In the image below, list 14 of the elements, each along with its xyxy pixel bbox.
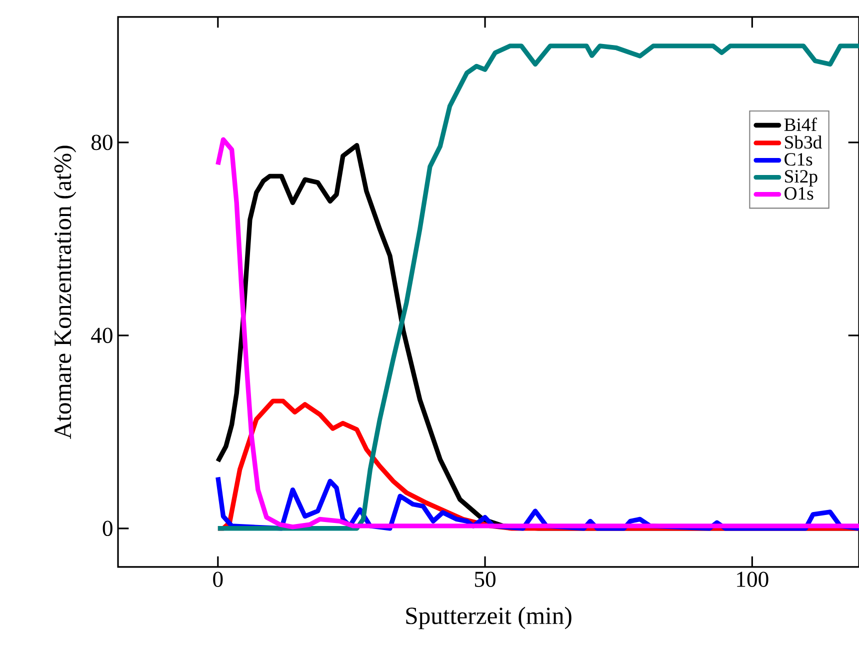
y-tick-label: 0 (102, 520, 112, 536)
legend-label: Bi4f (784, 118, 817, 131)
x-axis-title: Sputterzeit (min) (406, 606, 572, 630)
legend-label: O1s (784, 187, 814, 200)
y-axis-title: Atomare Konzentration (at%) (54, 146, 76, 439)
x-tick-label: 50 (475, 572, 496, 587)
legend-label: Sb3d (785, 135, 822, 149)
y-tick-label: 80 (91, 134, 112, 150)
x-tick-label: 100 (737, 572, 768, 587)
x-tick-label: 0 (213, 572, 223, 587)
y-tick-label: 40 (91, 328, 112, 344)
line-series (216, 44, 859, 531)
legend-label: Si2p (785, 170, 818, 186)
legend-label: C1s (784, 153, 812, 166)
